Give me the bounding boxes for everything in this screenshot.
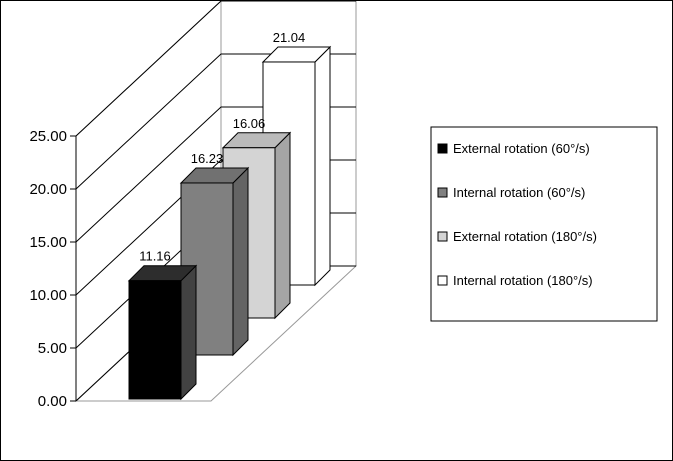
bar-front [128,280,182,400]
data-label: 11.16 [139,249,171,264]
legend-swatch [437,143,448,154]
y-tick-label: 5.00 [38,340,67,357]
legend-label: Internal rotation (180°/s) [453,273,593,288]
bar-side [180,264,197,401]
legend-box [430,126,658,322]
legend-item: Internal rotation (60°/s) [437,185,585,200]
data-labels: 21.04 16.06 16.23 11.16 [139,30,305,264]
legend-item: Internal rotation (180°/s) [437,273,593,288]
y-axis-ticks: 0.00 5.00 10.00 15.00 20.00 25.00 [29,128,77,410]
y-tick-label: 15.00 [29,234,67,251]
legend-item: External rotation (60°/s) [437,141,590,156]
data-label: 16.23 [191,151,224,166]
bar-side [232,166,249,357]
bar-side [314,45,331,287]
legend-swatch [437,275,448,286]
y-tick-label: 0.00 [38,393,67,410]
data-label: 21.04 [273,30,306,45]
gridline [75,1,356,137]
legend-label: External rotation (60°/s) [453,141,590,156]
legend-label: Internal rotation (60°/s) [453,185,585,200]
bars [127,45,332,401]
data-label: 16.06 [233,116,266,131]
bar-1 [127,264,198,401]
bar-side [274,131,291,320]
y-tick-label: 10.00 [29,287,67,304]
legend-item: External rotation (180°/s) [437,229,597,244]
legend: External rotation (60°/s) Internal rotati… [430,126,658,322]
legend-swatch [437,187,448,198]
y-tick-label: 25.00 [29,128,67,145]
legend-swatch [437,231,448,242]
y-tick-label: 20.00 [29,181,67,198]
legend-label: External rotation (180°/s) [453,229,597,244]
